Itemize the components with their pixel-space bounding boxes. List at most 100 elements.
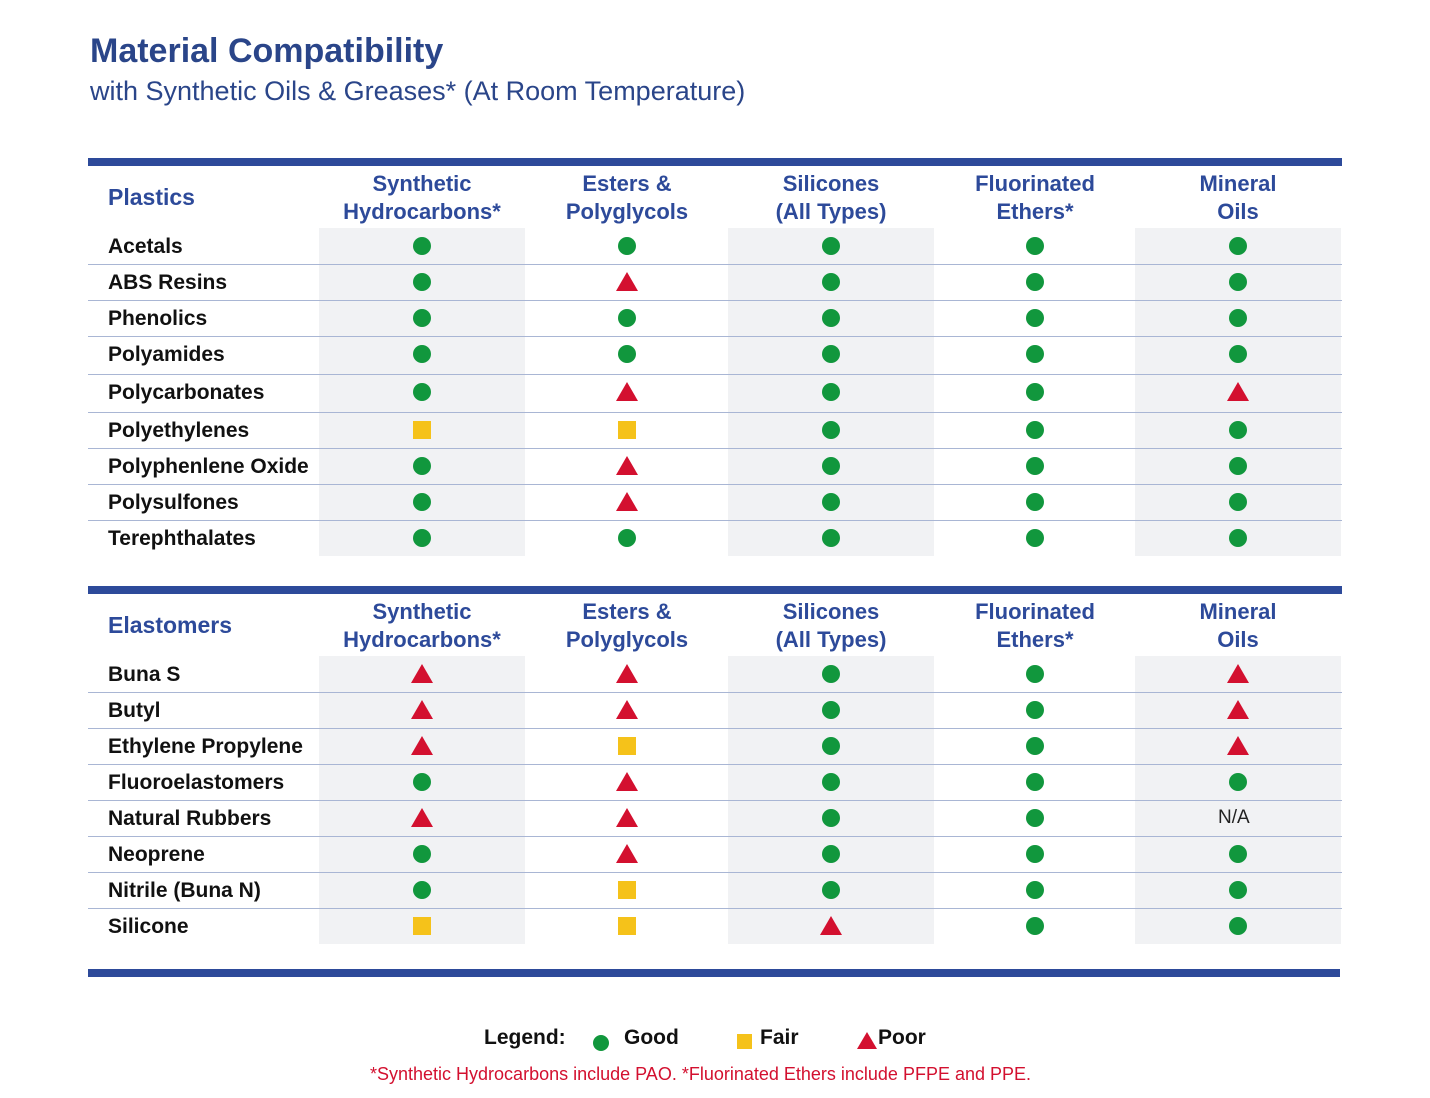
good-rating-icon — [1026, 845, 1044, 863]
rating-cell — [1025, 700, 1045, 720]
row-label: Polycarbonates — [108, 381, 265, 404]
fair-rating-icon — [413, 917, 431, 935]
rating-cell — [1228, 272, 1248, 292]
row-label: Polysulfones — [108, 491, 239, 514]
good-rating-icon — [1229, 845, 1247, 863]
rating-cell — [821, 272, 841, 292]
legend-title: Legend: — [484, 1026, 566, 1049]
rating-cell — [1025, 236, 1045, 256]
table-top-bar — [88, 586, 1342, 594]
good-rating-icon — [822, 773, 840, 791]
rating-cell — [821, 528, 841, 548]
rating-cell — [1228, 308, 1248, 328]
rating-cell — [821, 236, 841, 256]
rating-cell — [1228, 492, 1248, 512]
good-rating-icon — [413, 345, 431, 363]
row-label: Silicone — [108, 915, 189, 938]
rating-cell — [821, 382, 841, 402]
poor-rating-icon — [411, 700, 433, 719]
rating-cell — [821, 492, 841, 512]
poor-rating-icon — [411, 664, 433, 683]
poor-rating-icon — [616, 492, 638, 511]
rating-cell — [617, 916, 637, 936]
good-rating-icon — [822, 881, 840, 899]
page-subtitle: with Synthetic Oils & Greases* (At Room … — [90, 76, 746, 106]
table-row: Nitrile (Buna N) — [88, 872, 1342, 908]
page-title: Material Compatibility — [90, 32, 444, 70]
poor-rating-icon — [616, 382, 638, 401]
table-row: Neoprene — [88, 836, 1342, 872]
rating-cell — [411, 736, 433, 756]
good-rating-icon — [1026, 665, 1044, 683]
legend-fair-label: Fair — [760, 1026, 799, 1049]
rating-cell — [1025, 528, 1045, 548]
table-row: Polycarbonates — [88, 374, 1342, 412]
good-rating-icon — [1229, 493, 1247, 511]
good-rating-icon — [413, 237, 431, 255]
table-row: Fluoroelastomers — [88, 764, 1342, 800]
row-label: Polyamides — [108, 343, 225, 366]
poor-rating-icon — [411, 736, 433, 755]
rating-cell — [412, 880, 432, 900]
rating-cell — [1228, 344, 1248, 364]
row-label: Neoprene — [108, 843, 205, 866]
footnote: *Synthetic Hydrocarbons include PAO. *Fl… — [370, 1064, 1032, 1084]
good-rating-icon — [1026, 237, 1044, 255]
good-rating-icon — [1026, 383, 1044, 401]
poor-rating-icon — [616, 456, 638, 475]
column-header: Esters & Polyglycols — [565, 171, 689, 224]
rating-cell — [821, 664, 841, 684]
good-rating-icon — [1026, 493, 1044, 511]
rating-cell — [412, 492, 432, 512]
row-label: Acetals — [108, 235, 183, 258]
table-row: Terephthalates — [88, 520, 1342, 556]
rating-cell — [616, 844, 638, 864]
good-rating-icon — [822, 493, 840, 511]
table-row: Phenolics — [88, 300, 1342, 336]
poor-rating-icon — [1227, 700, 1249, 719]
good-rating-icon — [1026, 809, 1044, 827]
rating-cell — [1228, 528, 1248, 548]
good-rating-icon — [822, 421, 840, 439]
rating-cell — [821, 772, 841, 792]
rating-cell — [616, 272, 638, 292]
poor-rating-icon — [616, 808, 638, 827]
rating-cell — [1227, 382, 1249, 402]
rating-cell — [1025, 844, 1045, 864]
rating-cell — [1025, 492, 1045, 512]
fair-rating-icon — [618, 421, 636, 439]
rating-cell: N/A — [1218, 807, 1250, 828]
row-divider — [88, 872, 1342, 873]
table-category-label: Elastomers — [108, 612, 233, 638]
table-row: Butyl — [88, 692, 1342, 728]
row-divider — [88, 908, 1342, 909]
bottom-divider — [88, 969, 1340, 977]
row-label: Terephthalates — [108, 527, 256, 550]
good-rating-icon — [1026, 421, 1044, 439]
column-header: Fluorinated Ethers* — [975, 599, 1095, 652]
rating-cell — [821, 736, 841, 756]
rating-cell — [1227, 700, 1249, 720]
good-rating-icon — [1026, 773, 1044, 791]
row-label: Polyethylenes — [108, 419, 250, 442]
row-divider — [88, 300, 1342, 301]
rating-cell — [616, 456, 638, 476]
good-rating-icon — [1229, 881, 1247, 899]
good-rating-icon — [822, 383, 840, 401]
column-header: Synthetic Hydrocarbons* — [343, 171, 501, 224]
rating-cell — [1228, 916, 1248, 936]
rating-cell — [1025, 272, 1045, 292]
good-rating-icon — [1026, 737, 1044, 755]
rating-cell — [412, 528, 432, 548]
rating-cell — [617, 308, 637, 328]
table-category-label: Plastics — [108, 184, 195, 210]
good-rating-icon — [618, 345, 636, 363]
good-rating-icon — [822, 529, 840, 547]
rating-cell — [821, 344, 841, 364]
poor-rating-icon — [411, 808, 433, 827]
column-header: Silicones (All Types) — [775, 171, 887, 224]
good-rating-icon — [822, 457, 840, 475]
row-divider — [88, 374, 1342, 375]
poor-rating-icon — [616, 272, 638, 291]
good-rating-icon — [1026, 917, 1044, 935]
